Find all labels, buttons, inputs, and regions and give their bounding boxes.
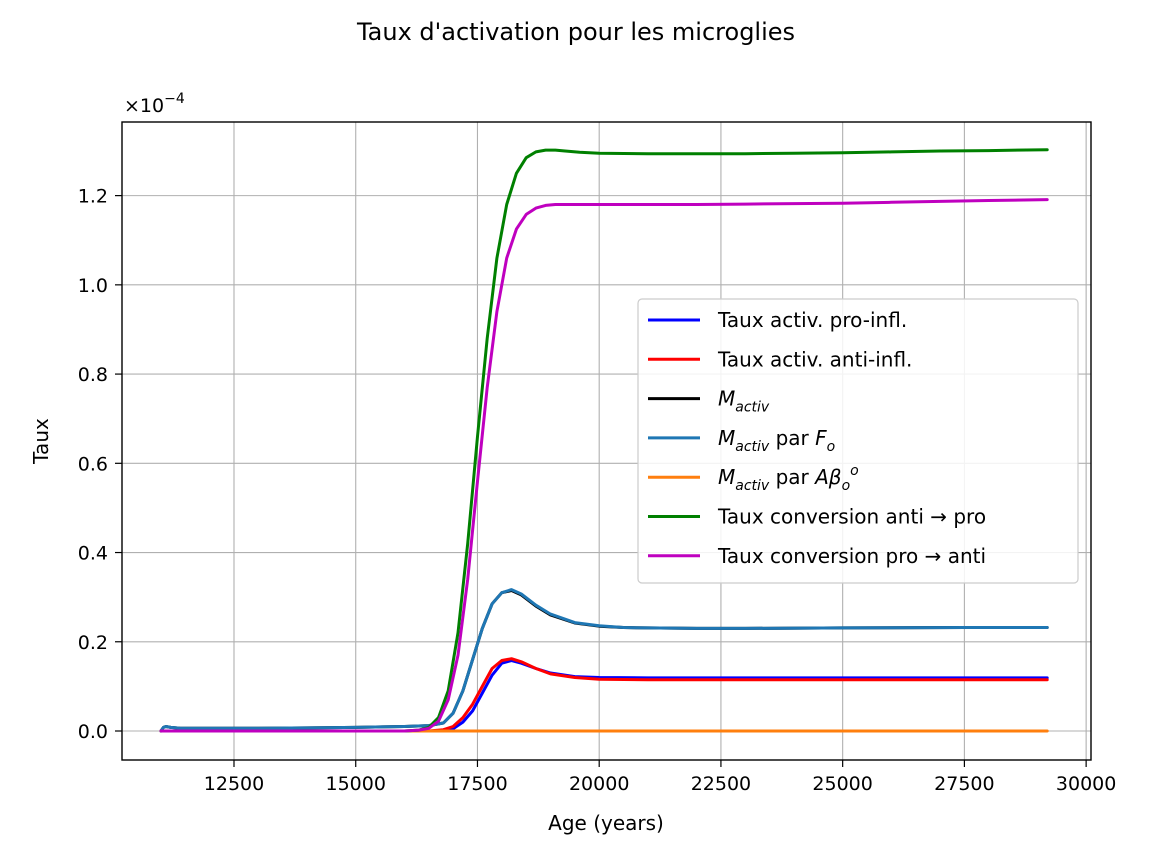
x-tick-label: 25000 <box>812 773 872 795</box>
y-axis-multiplier-exponent: −4 <box>164 91 185 107</box>
series-line <box>159 588 1049 733</box>
y-tick-label: 1.0 <box>78 275 108 297</box>
x-axis: 12500 15000 17500 20000 22500 25000 27500 30000 <box>204 760 1116 795</box>
x-tick-label: 22500 <box>691 773 751 795</box>
legend-label: Taux activ. anti-infl. <box>717 347 912 371</box>
y-tick-label: 0.6 <box>78 453 108 475</box>
x-tick-label: 12500 <box>204 773 264 795</box>
plot-area <box>159 148 1049 733</box>
y-axis-multiplier: ×10−4 <box>124 91 185 117</box>
y-tick-label: 0.2 <box>78 632 108 654</box>
x-tick-label: 17500 <box>447 773 507 795</box>
chart-title: Taux d'activation pour les microglies <box>356 18 795 46</box>
legend-label: Mactiv <box>718 387 770 416</box>
y-axis: 0.0 0.2 0.4 0.6 0.8 1.0 1.2 <box>78 186 122 743</box>
x-axis-label: Age (years) <box>548 811 664 835</box>
legend-label: Mactiv par Fo <box>718 426 835 455</box>
y-tick-label: 0.8 <box>78 364 108 386</box>
x-tick-label: 27500 <box>934 773 994 795</box>
x-tick-label: 20000 <box>569 773 629 795</box>
legend-label: Taux conversion pro → anti <box>717 544 986 568</box>
y-tick-label: 1.2 <box>78 186 108 208</box>
legend-box <box>637 298 1079 584</box>
legend: Taux activ. pro-infl. Taux activ. anti-in… <box>637 298 1079 584</box>
y-tick-label: 0.0 <box>78 721 108 743</box>
legend-label: Mactiv par Aβoo <box>718 463 859 494</box>
legend-label: Taux activ. pro-infl. <box>717 308 907 332</box>
x-tick-label: 30000 <box>1056 773 1116 795</box>
y-axis-multiplier-base: ×10 <box>124 95 164 117</box>
axes-frame <box>121 121 1092 761</box>
x-tick-label: 15000 <box>326 773 386 795</box>
y-tick-label: 0.4 <box>78 543 108 565</box>
series-line <box>159 198 1049 733</box>
y-axis-label: Taux <box>29 418 53 465</box>
legend-label: Taux conversion anti → pro <box>717 505 986 529</box>
